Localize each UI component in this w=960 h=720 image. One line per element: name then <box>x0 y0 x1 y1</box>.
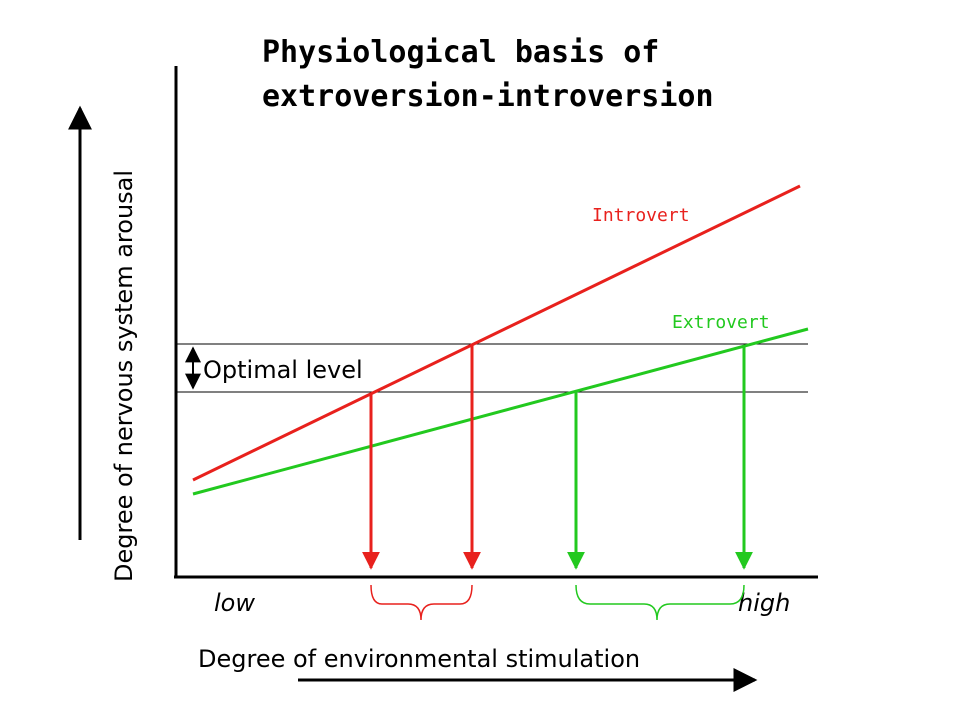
x-axis-label: Degree of environmental stimulation <box>198 645 640 673</box>
x-low-label: low <box>214 589 255 617</box>
extrovert-range-brace <box>575 584 745 621</box>
title-line-2: extroversion-introversion <box>262 79 714 114</box>
y-axis-label: Degree of nervous system arousal <box>110 170 138 582</box>
introvert-line <box>192 184 801 482</box>
introvert-range-brace <box>370 584 473 621</box>
extrovert-line <box>192 327 809 496</box>
extrovert-label: Extrovert <box>672 312 770 333</box>
x-high-label: high <box>738 589 790 617</box>
optimal-level-label: Optimal level <box>203 356 363 384</box>
title-line-1: Physiological basis of <box>262 35 659 70</box>
introvert-label: Introvert <box>592 205 690 226</box>
